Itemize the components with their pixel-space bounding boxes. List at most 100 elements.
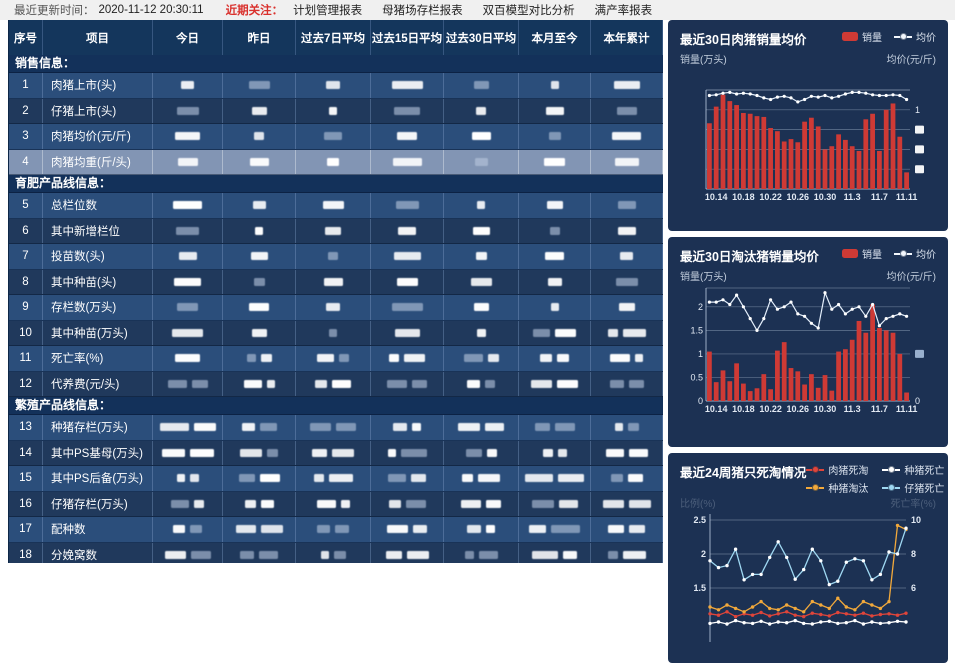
table-row-3[interactable]: 3 肉猪均价(元/斤) xyxy=(9,124,663,150)
table-row-18[interactable]: 18 分娩窝数 xyxy=(9,542,663,563)
column-header-6: 过去30日平均 xyxy=(444,20,519,55)
redacted-value-cell xyxy=(371,295,444,320)
table-row-6[interactable]: 6 其中新增栏位 xyxy=(9,218,663,244)
redacted-value-cell xyxy=(519,466,591,491)
table-row-9[interactable]: 9 存栏数(万头) xyxy=(9,295,663,321)
redaction-block xyxy=(254,132,264,141)
row-label: 其中PS基母(万头) xyxy=(43,440,153,465)
redacted-value-cell xyxy=(519,98,591,123)
redaction-block xyxy=(394,106,420,115)
redacted-value-cell xyxy=(223,542,296,563)
redaction-block xyxy=(326,81,340,90)
row-label: 配种数 xyxy=(43,517,153,542)
table-row-10[interactable]: 10 其中种苗(万头) xyxy=(9,320,663,346)
redaction-block xyxy=(398,226,416,235)
table-row-7[interactable]: 7 投苗数(头) xyxy=(9,244,663,270)
legend-item-avg-price[interactable]: 均价 xyxy=(894,29,936,44)
menu-item-2[interactable]: 母猪场存栏报表 xyxy=(382,5,463,17)
redaction-block xyxy=(467,525,481,534)
redaction-block xyxy=(266,379,275,388)
legend-item-sales[interactable]: 销量 xyxy=(842,29,882,44)
row-number: 18 xyxy=(9,542,43,563)
row-number: 8 xyxy=(9,269,43,294)
redaction-block xyxy=(389,354,399,363)
svg-text:11.7: 11.7 xyxy=(871,404,888,414)
redaction-block xyxy=(610,354,630,363)
cull-sales-chart-canvas: 10.14 10.18 10.22 10.26 10.30 11.3 11.7 11.11 2 1… xyxy=(690,287,924,414)
svg-text:0: 0 xyxy=(698,396,703,406)
legend-item-hog-death[interactable]: 肉猪死淘 xyxy=(806,462,868,477)
table-row-13[interactable]: 13 种猪存栏(万头) xyxy=(9,415,663,441)
table-row-14[interactable]: 14 其中PS基母(万头) xyxy=(9,440,663,466)
sales-swatch-icon xyxy=(842,249,858,258)
table-row-11[interactable]: 11 死亡率(%) xyxy=(9,346,663,372)
redacted-value-cell xyxy=(153,320,223,345)
redacted-value-cell xyxy=(223,149,296,174)
svg-text:0.5: 0.5 xyxy=(690,372,703,382)
legend-item-sow-death[interactable]: 种猪死亡 xyxy=(882,462,944,477)
svg-text:0: 0 xyxy=(915,396,920,406)
legend-item-piglet-death[interactable]: 仔猪死亡 xyxy=(882,480,944,495)
redacted-value-cell xyxy=(371,415,444,440)
table-row-16[interactable]: 16 仔猪存栏(万头) xyxy=(9,491,663,517)
redacted-value-cell xyxy=(223,440,296,465)
redacted-value-cell xyxy=(371,517,444,542)
table-row-17[interactable]: 17 配种数 xyxy=(9,517,663,543)
menu-item-3[interactable]: 双百模型对比分析 xyxy=(482,5,575,17)
table-row-4[interactable]: 4 肉猪均重(斤/头) xyxy=(9,149,663,175)
redaction-block xyxy=(554,423,575,432)
svg-text:11.11: 11.11 xyxy=(896,404,918,414)
redacted-value-cell xyxy=(444,440,519,465)
legend-item-sales[interactable]: 销量 xyxy=(842,246,882,261)
table-row-2[interactable]: 2 仔猪上市(头) xyxy=(9,98,663,124)
redaction-block xyxy=(473,81,489,90)
redaction-block xyxy=(607,328,618,337)
redaction-block xyxy=(525,474,553,483)
menu-item-4[interactable]: 满产率报表 xyxy=(594,5,653,17)
svg-text:10.22: 10.22 xyxy=(759,192,782,202)
redaction-block xyxy=(486,525,495,534)
redaction-block xyxy=(617,226,636,235)
legend-label: 销量 xyxy=(862,33,882,44)
redacted-value-cell xyxy=(296,193,371,218)
row-number: 11 xyxy=(9,346,43,371)
redaction-block xyxy=(387,448,396,457)
redacted-value-cell xyxy=(223,371,296,396)
table-row-8[interactable]: 8 其中种苗(头) xyxy=(9,269,663,295)
redaction-block xyxy=(478,474,500,483)
table-row-5[interactable]: 5 总栏位数 xyxy=(9,193,663,219)
redaction-block xyxy=(315,379,327,388)
legend-item-sow-cull[interactable]: 种猪淘汰 xyxy=(806,480,868,495)
redacted-value-cell xyxy=(153,346,223,371)
redaction-block xyxy=(259,474,280,483)
redaction-block xyxy=(406,550,429,559)
redacted-value-cell xyxy=(296,269,371,294)
table-row-15[interactable]: 15 其中PS后备(万头) xyxy=(9,466,663,492)
table-row-12[interactable]: 12 代养费(元/头) xyxy=(9,371,663,397)
row-label: 分娩窝数 xyxy=(43,542,153,563)
redaction-block xyxy=(396,277,418,286)
row-number: 13 xyxy=(9,415,43,440)
row-number: 12 xyxy=(9,371,43,396)
row-number: 14 xyxy=(9,440,43,465)
redacted-value-cell xyxy=(296,244,371,269)
table-row-1[interactable]: 1 肉猪上市(头) xyxy=(9,73,663,99)
redacted-value-cell xyxy=(519,244,591,269)
redaction-block xyxy=(332,379,351,388)
redaction-block xyxy=(244,499,256,508)
redacted-value-cell xyxy=(153,440,223,465)
redaction-block xyxy=(545,106,564,115)
legend-item-avg-price[interactable]: 均价 xyxy=(894,246,936,261)
redacted-value-cell xyxy=(223,124,296,149)
menu-item-1[interactable]: 计划管理报表 xyxy=(293,5,363,17)
redaction-block xyxy=(531,499,554,508)
redacted-value-cell xyxy=(371,542,444,563)
svg-text:2: 2 xyxy=(698,302,703,312)
redaction-block xyxy=(531,379,552,388)
redacted-value-cell xyxy=(223,346,296,371)
column-header-8: 本年累计 xyxy=(591,20,663,55)
redaction-block xyxy=(476,106,486,115)
redaction-block xyxy=(550,303,559,312)
chart-card-hog-sales: 最近30日肉猪销量均价 销量 均价 销量(万头) 均价(元/斤) 10.14 10.… xyxy=(668,20,948,231)
redacted-value-cell xyxy=(371,98,444,123)
